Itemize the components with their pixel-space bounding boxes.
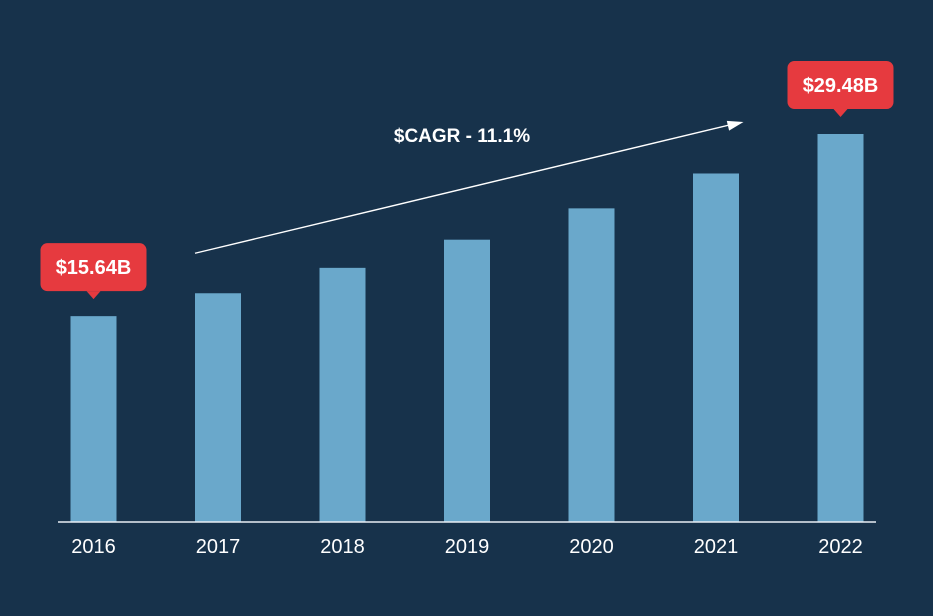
cagr-trend-arrow: $CAGR - 11.1% [194,120,744,254]
data-label-2016: $15.64B [56,257,132,279]
bar-2020 [568,208,615,522]
callout-pointer-icon [833,109,848,117]
bar-2021 [693,173,739,523]
cagr-annotation: $CAGR - 11.1% [394,126,530,147]
cagr-arrow-line [194,123,734,254]
bar-2018 [319,267,366,522]
x-tick-label-2020: 2020 [569,536,614,558]
bar-2016 [70,316,117,522]
x-axis-ticks: 2016 2017 2018 2019 2020 2021 2022 [71,536,863,558]
data-label-2022: $29.48B [803,75,879,97]
x-tick-label-2016: 2016 [71,536,116,558]
x-tick-label-2021: 2021 [694,536,739,558]
bar-2019 [444,239,490,522]
bars-group [70,134,864,523]
x-tick-label-2018: 2018 [320,536,365,558]
cagr-arrowhead-icon [726,120,744,131]
callout-2016: $15.64B [40,243,147,300]
callout-pointer-icon [86,291,101,300]
x-tick-label-2019: 2019 [445,536,490,558]
bar-2017 [195,293,241,522]
x-tick-label-2017: 2017 [196,536,241,558]
data-label-callouts: $15.64B $29.48B [40,61,894,300]
callout-2022: $29.48B [787,61,894,117]
callout-bubble [40,243,147,292]
callout-bubble [787,61,894,109]
x-tick-label-2022: 2022 [818,536,863,558]
bar-2022 [817,134,864,522]
